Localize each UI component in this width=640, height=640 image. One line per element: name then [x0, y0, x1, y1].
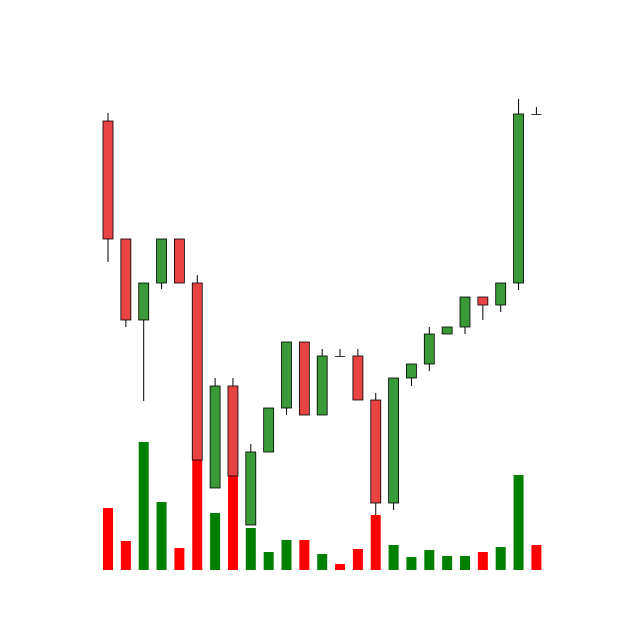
- candle-body: [209, 385, 221, 489]
- candle-body: [102, 120, 114, 240]
- volume-bar: [263, 552, 274, 570]
- candle-body: [441, 326, 453, 335]
- candle-body: [531, 114, 542, 115]
- volume-bar: [317, 554, 328, 570]
- candle-body: [227, 385, 239, 477]
- volume-bar: [531, 545, 542, 570]
- candle-body: [298, 341, 310, 416]
- volume-bar: [388, 545, 399, 570]
- candle-body: [173, 238, 185, 284]
- candle-body: [316, 355, 328, 416]
- candle-body: [245, 451, 257, 526]
- volume-bar: [495, 547, 506, 570]
- volume-bar: [513, 475, 524, 570]
- candle-body: [138, 282, 150, 321]
- volume-bar: [424, 550, 435, 570]
- volume-bar: [210, 513, 221, 570]
- volume-bar: [156, 502, 167, 570]
- candle-body: [263, 407, 275, 453]
- volume-bar: [370, 515, 381, 570]
- volume-bar: [406, 557, 417, 570]
- volume-bar: [103, 508, 113, 570]
- volume-bar: [120, 541, 131, 570]
- candle-body: [370, 399, 382, 504]
- candle-body: [477, 296, 489, 306]
- volume-bar: [245, 528, 256, 570]
- candle-body: [495, 282, 507, 306]
- candle-body: [191, 282, 203, 461]
- volume-bar: [174, 548, 185, 570]
- volume-bar: [138, 442, 149, 570]
- volume-bar: [352, 549, 363, 570]
- candle-body: [406, 363, 417, 379]
- volume-bar: [477, 552, 488, 570]
- candle-body: [335, 356, 346, 357]
- volume-bar: [335, 564, 346, 570]
- volume-bar: [192, 454, 203, 570]
- candle-body: [120, 238, 132, 321]
- volume-bar: [281, 540, 292, 570]
- candle-body: [388, 377, 400, 504]
- volume-bar: [442, 556, 453, 570]
- volume-bar: [299, 540, 310, 570]
- candle-body: [459, 296, 471, 328]
- volume-bar: [227, 475, 238, 570]
- candle-body: [281, 341, 292, 409]
- candle-body: [352, 355, 364, 401]
- candle-body: [513, 113, 524, 284]
- volume-bar: [460, 556, 470, 570]
- candle-body: [423, 333, 435, 365]
- candle-body: [156, 238, 167, 284]
